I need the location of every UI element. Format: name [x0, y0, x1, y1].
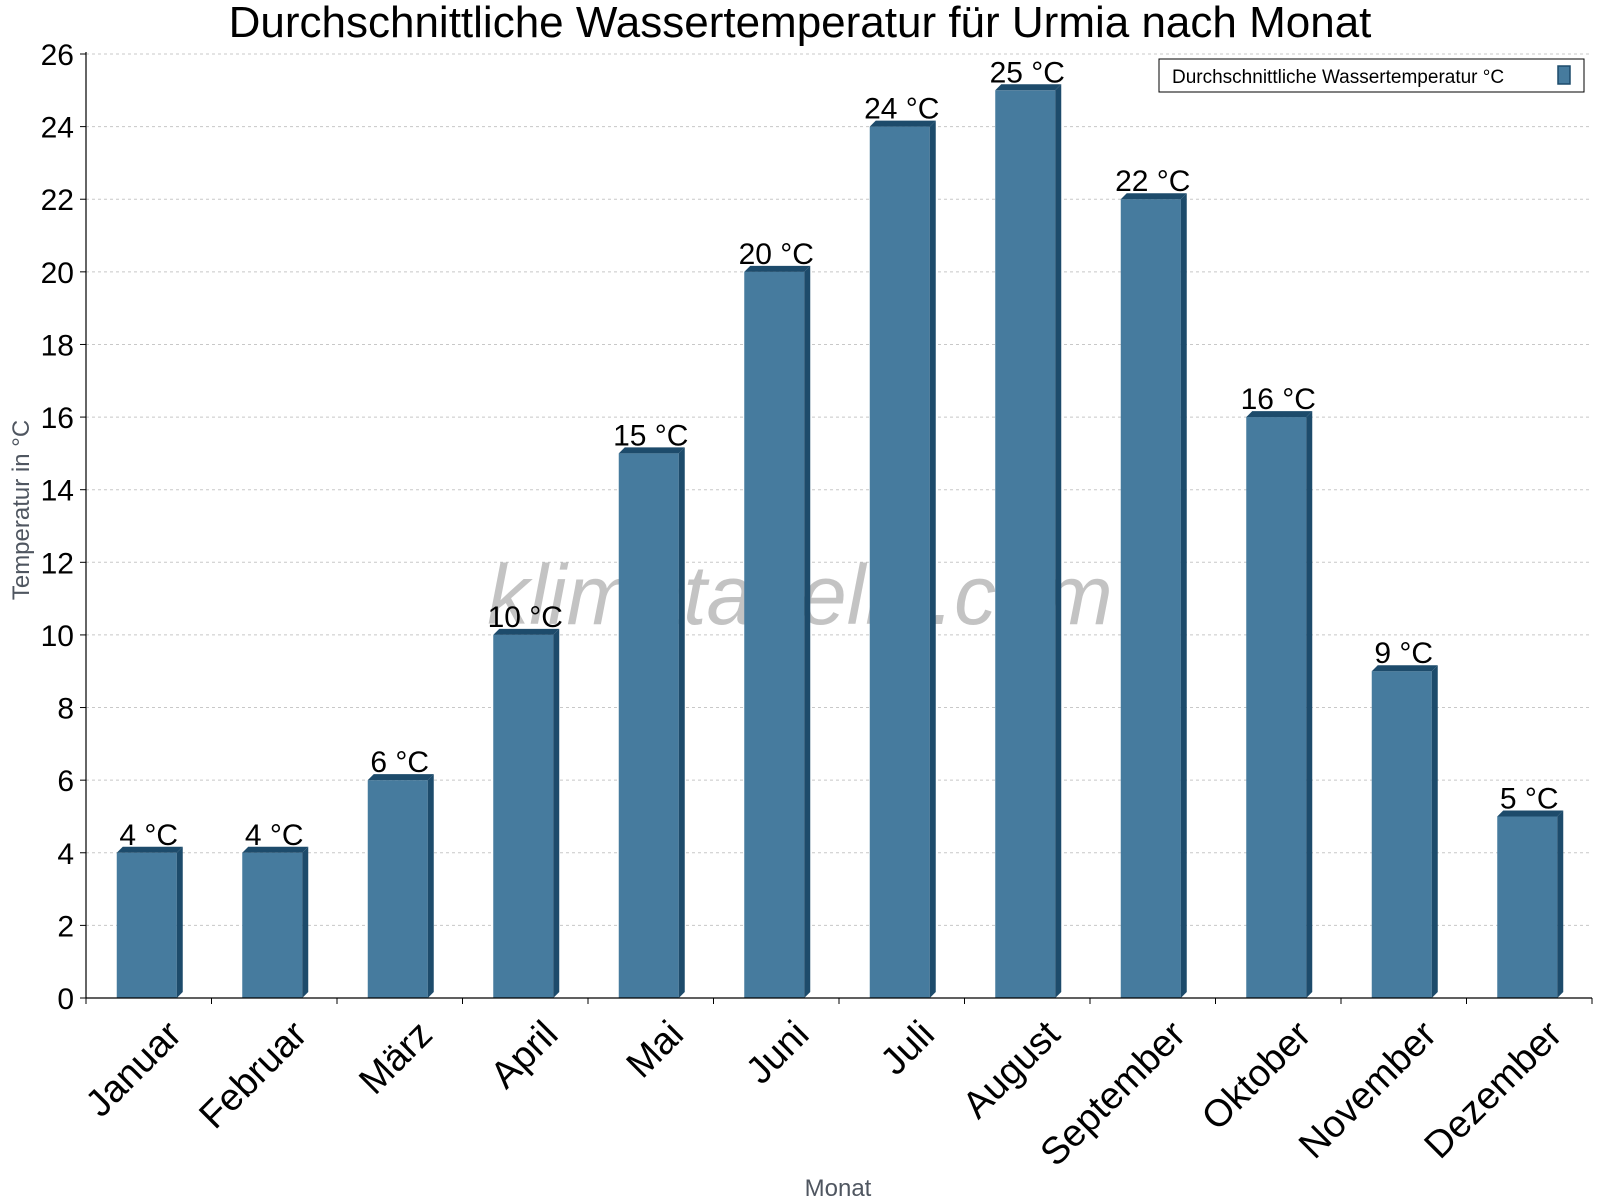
y-tick-label: 10	[41, 620, 74, 653]
x-tick-label: August	[955, 1013, 1069, 1127]
bar-april	[493, 628, 560, 998]
bar-side	[427, 774, 434, 998]
data-label: 15 °C	[613, 419, 688, 452]
data-label: 10 °C	[488, 601, 563, 634]
bar-januar	[116, 846, 183, 998]
y-tick-label: 4	[57, 838, 74, 871]
bar-september	[1120, 193, 1187, 998]
bar-top	[744, 265, 811, 272]
bar-top	[493, 628, 560, 635]
data-label: 16 °C	[1241, 383, 1316, 416]
x-tick-label: Januar	[78, 1013, 190, 1125]
x-tick-label: Juni	[738, 1013, 817, 1092]
data-label: 22 °C	[1115, 165, 1190, 198]
bar-top	[116, 846, 183, 853]
x-tick-label: Februar	[191, 1013, 315, 1137]
x-tick-label: April	[483, 1013, 566, 1096]
bar-face	[995, 90, 1056, 999]
bar-face	[1120, 199, 1181, 998]
bar-top	[1120, 193, 1187, 200]
data-label: 4 °C	[119, 819, 178, 852]
bar-november	[1371, 665, 1438, 998]
bar-side	[1557, 810, 1564, 998]
bar-face	[493, 634, 554, 998]
bar-top	[995, 84, 1062, 91]
y-tick-label: 18	[41, 329, 74, 362]
bar-oktober	[1246, 411, 1313, 999]
legend-label: Durchschnittliche Wassertemperatur °C	[1172, 67, 1504, 88]
x-axis-title: Monat	[805, 1175, 872, 1200]
data-label: 4 °C	[245, 819, 304, 852]
y-tick-label: 2	[57, 910, 74, 943]
bar-face	[1246, 417, 1307, 999]
bar-februar	[242, 846, 309, 998]
bar-top	[367, 774, 434, 781]
legend-box	[1158, 58, 1585, 93]
data-label: 25 °C	[990, 56, 1065, 89]
bar-juni	[744, 265, 811, 998]
x-tick-label: März	[351, 1013, 440, 1102]
bar-top	[869, 120, 936, 127]
bar-face	[367, 780, 428, 998]
y-tick-label: 0	[57, 983, 74, 1016]
bar-side	[678, 447, 685, 998]
bar-face	[1497, 816, 1558, 998]
bar-face	[242, 852, 303, 998]
y-tick-label: 20	[41, 257, 74, 290]
grid-lines	[86, 53, 1592, 926]
y-tick-label: 24	[41, 112, 74, 145]
y-tick-label: 14	[41, 475, 74, 508]
legend-swatch	[1557, 65, 1571, 85]
y-tick-label: 8	[57, 693, 74, 726]
bar-märz	[367, 774, 434, 998]
data-label: 5 °C	[1500, 782, 1559, 815]
bar-side	[176, 846, 183, 998]
bar-dezember	[1497, 810, 1564, 998]
bar-top	[618, 447, 685, 454]
y-tick-label: 6	[57, 765, 74, 798]
bar-face	[618, 453, 679, 998]
bar-face	[744, 271, 805, 998]
bar-face	[116, 852, 177, 998]
bars-group	[116, 84, 1564, 999]
axes	[80, 52, 1593, 1004]
bar-mai	[618, 447, 685, 998]
data-label: 24 °C	[864, 93, 939, 126]
bar-august	[995, 84, 1062, 999]
x-tick-label: Mai	[619, 1013, 692, 1086]
bar-side	[929, 120, 936, 999]
bar-face	[869, 126, 930, 999]
data-label: 9 °C	[1374, 637, 1433, 670]
bar-top	[1497, 810, 1564, 817]
bar-juli	[869, 120, 936, 999]
y-tick-label: 12	[41, 547, 74, 580]
bar-side	[1055, 84, 1062, 999]
y-tick-label: 26	[41, 39, 74, 72]
bar-top	[1371, 665, 1438, 672]
legend: Durchschnittliche Wassertemperatur °C	[1158, 58, 1585, 93]
chart-title: Durchschnittliche Wassertemperatur für U…	[229, 0, 1372, 47]
y-tick-label: 16	[41, 402, 74, 435]
data-label: 6 °C	[370, 746, 429, 779]
bar-top	[242, 846, 309, 853]
x-tick-label: Oktober	[1194, 1013, 1320, 1139]
bar-side	[553, 628, 560, 998]
bar-top	[1246, 411, 1313, 418]
bar-side	[1431, 665, 1438, 998]
bar-side	[302, 846, 309, 998]
y-tick-label: 22	[41, 184, 74, 217]
x-tick-label: Juli	[873, 1013, 943, 1083]
y-axis-title: Temperatur in °C	[8, 420, 35, 600]
bar-side	[1306, 411, 1313, 999]
x-tick-label: Dezember	[1417, 1013, 1571, 1167]
bar-side	[1180, 193, 1187, 998]
data-label: 20 °C	[739, 238, 814, 271]
bar-side	[804, 265, 811, 998]
bar-face	[1371, 671, 1432, 998]
